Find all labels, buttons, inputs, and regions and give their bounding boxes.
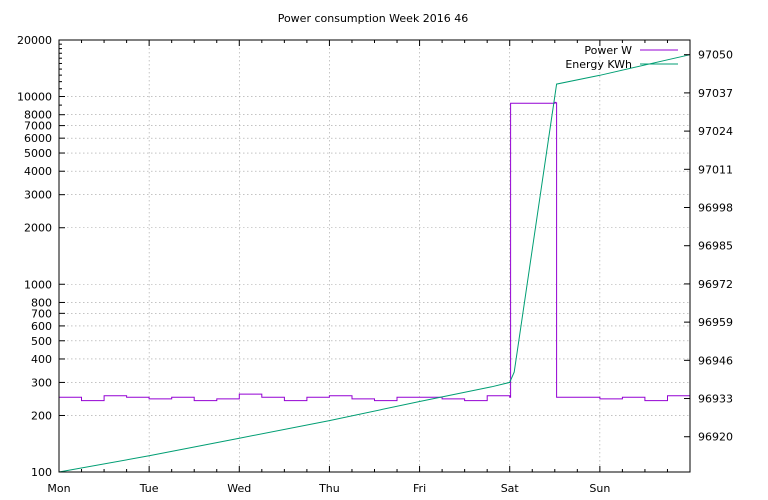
axis-layer: Mon Tue Wed Thu Fri Sat Sun1002003004005006007… [17, 34, 733, 495]
y-left-tick-label: 300 [31, 376, 52, 389]
y-right-tick-label: 96920 [698, 431, 733, 444]
y-left-tick-label: 800 [31, 296, 52, 309]
y-left-tick-label: 1000 [24, 278, 52, 291]
y-right-tick-label: 97050 [698, 49, 733, 62]
y-left-tick-label: 2000 [24, 222, 52, 235]
y-left-tick-label: 200 [31, 409, 52, 422]
y-left-tick-label: 5000 [24, 147, 52, 160]
y-right-tick-label: 97024 [698, 125, 733, 138]
x-tick-label: Tue [139, 482, 159, 495]
x-tick-label: Wed [227, 482, 251, 495]
x-tick-label: Thu [318, 482, 340, 495]
y-left-tick-label: 8000 [24, 109, 52, 122]
y-right-tick-label: 96998 [698, 202, 733, 215]
y-left-tick-label: 6000 [24, 132, 52, 145]
series-layer [58, 54, 691, 473]
y-right-tick-label: 97011 [698, 163, 733, 176]
energy-series-line [58, 54, 691, 473]
y-left-tick-label: 700 [31, 307, 52, 320]
grid-layer [59, 40, 690, 472]
y-left-tick-label: 100 [31, 466, 52, 479]
y-left-tick-label: 500 [31, 335, 52, 348]
chart-title: Power consumption Week 2016 46 [278, 12, 469, 25]
x-tick-label: Sat [501, 482, 520, 495]
y-left-tick-label: 4000 [24, 165, 52, 178]
legend-label-power: Power W [584, 44, 632, 57]
legend: Power W Energy KWh [565, 44, 678, 71]
y-left-tick-label: 7000 [24, 120, 52, 133]
y-left-tick-label: 600 [31, 320, 52, 333]
power-series-line [59, 101, 691, 402]
x-tick-label: Sun [589, 482, 610, 495]
y-right-tick-label: 96959 [698, 316, 733, 329]
y-left-tick-label: 10000 [17, 91, 52, 104]
y-right-tick-label: 97037 [698, 87, 733, 100]
plot-frame [58, 39, 691, 473]
y-right-tick-label: 96946 [698, 354, 733, 367]
y-right-tick-label: 96972 [698, 278, 733, 291]
y-left-tick-label: 400 [31, 353, 52, 366]
x-tick-label: Mon [47, 482, 70, 495]
legend-label-energy: Energy KWh [565, 58, 632, 71]
x-tick-label: Fri [413, 482, 426, 495]
y-left-tick-label: 3000 [24, 189, 52, 202]
y-right-tick-label: 96933 [698, 393, 733, 406]
y-left-tick-label: 20000 [17, 34, 52, 47]
y-right-tick-label: 96985 [698, 240, 733, 253]
